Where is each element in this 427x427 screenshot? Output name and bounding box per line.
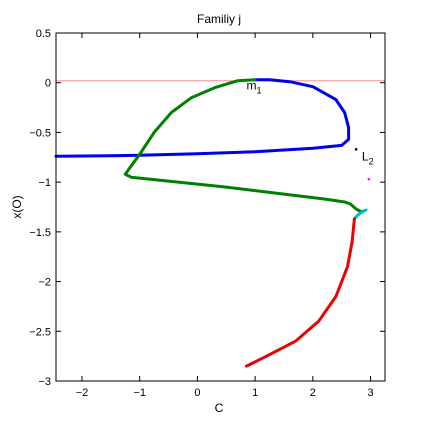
y-tick-label: −3: [38, 376, 51, 388]
point-marker-l2: [367, 177, 371, 181]
series-line-4: [245, 217, 356, 368]
y-axis-title: x(O): [10, 195, 24, 218]
y-tick-label: −2: [38, 277, 51, 289]
x-tick-label: 2: [310, 387, 316, 399]
point-marker-2: [354, 148, 358, 151]
y-tick-label: 0: [45, 78, 51, 90]
series-line-1: [54, 78, 351, 158]
y-tick-label: −1.5: [29, 227, 51, 239]
y-tick-label: −2.5: [29, 326, 51, 338]
x-tick-label: 1: [252, 387, 258, 399]
y-tick-label: 0.5: [36, 28, 51, 40]
series-line-2: [123, 78, 366, 214]
annotation-m1: m1: [246, 79, 261, 96]
chart-title: Familiy j: [197, 12, 241, 26]
annotation-l2: L2: [362, 149, 374, 166]
y-tick-label: −0.5: [29, 127, 51, 139]
x-tick-label: 3: [368, 387, 374, 399]
x-tick-label: −2: [76, 387, 89, 399]
series-line-3: [352, 208, 368, 221]
x-tick-label: −1: [133, 387, 146, 399]
axes-frame: [55, 32, 386, 382]
x-tick-label: 0: [194, 387, 200, 399]
y-tick-label: −1: [38, 177, 51, 189]
plot-area: −2 −1 0 1 2 3 0.5 0 −0.5 −1 −1.5 −2 −2.5 −3 m1 L2: [29, 28, 386, 399]
x-axis-title: C: [215, 401, 224, 415]
